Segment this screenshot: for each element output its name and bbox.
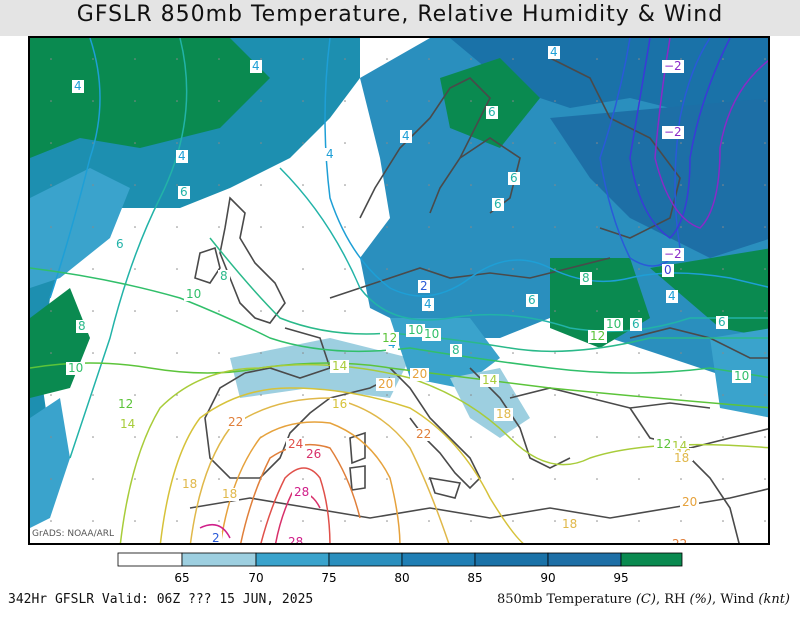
contour-label: 8 [580, 271, 592, 285]
contour-label: −2 [662, 247, 684, 261]
contour-label: 2 [418, 279, 430, 293]
contour-label: 4 [666, 289, 678, 303]
contour-label: 6 [114, 237, 126, 251]
temperature-contours [30, 38, 768, 543]
contour-label: 12 [588, 329, 608, 343]
contour-label: 10 [406, 323, 426, 337]
map-title: GFSLR 850mb Temperature, Relative Humidi… [76, 2, 724, 27]
colorbar-swatch [181, 552, 257, 567]
contour-label: 24 [286, 437, 306, 451]
contour-label: 8 [76, 319, 88, 333]
contour-label: 6 [630, 317, 642, 331]
colorbar-swatch [547, 552, 622, 567]
map-canvas [30, 38, 768, 543]
contour-label: 8 [450, 343, 462, 357]
rh-colorbar: 65 70 75 80 85 90 95 [117, 552, 683, 585]
contour-label: 10 [422, 327, 442, 341]
contour-label: −2 [662, 125, 684, 139]
contour-label: −2 [662, 59, 684, 73]
contour-label: 28 [286, 536, 306, 543]
weather-map: 4444444446666666688881010101010101212121… [28, 36, 770, 545]
contour-label: 14 [118, 417, 138, 431]
contour-label: 4 [422, 297, 434, 311]
contour-label: 4 [72, 79, 84, 93]
contour-label: 12 [654, 437, 674, 451]
colorbar-swatch [401, 552, 476, 567]
valid-time: 342Hr GFSLR Valid: 06Z ??? 15 JUN, 2025 [8, 592, 314, 607]
contour-label: 18 [560, 517, 580, 531]
colorbar-tick-label: 75 [321, 571, 336, 585]
contour-label: 22 [414, 427, 434, 441]
contour-label: 0 [662, 263, 674, 277]
colorbar-swatch [328, 552, 403, 567]
contour-label: 6 [486, 105, 498, 119]
contour-label: 20 [680, 495, 700, 509]
contour-label: 22 [226, 415, 246, 429]
contour-label: 20 [376, 377, 396, 391]
colorbar-swatch [117, 552, 183, 567]
contour-label: 28 [292, 485, 312, 499]
contour-label: 10 [66, 361, 86, 375]
caption-wind-unit: (knt) [758, 592, 790, 607]
contour-label: 10 [732, 369, 752, 383]
caption-temp-unit: (C) [635, 592, 656, 607]
caption-wind: , Wind [711, 592, 759, 607]
contour-label: 18 [180, 477, 200, 491]
contour-label: 26 [304, 447, 324, 461]
contour-label: 10 [604, 317, 624, 331]
colorbar-tick-label: 65 [174, 571, 189, 585]
contour-label: 4 [324, 147, 336, 161]
data-credit: GrADS: NOAA/ARL [32, 529, 115, 539]
contour-label: 10 [184, 287, 204, 301]
colorbar-tick-label: 80 [394, 571, 409, 585]
contour-label: 16 [330, 397, 350, 411]
legend-caption: 850mb Temperature (C), RH (%), Wind (knt… [497, 592, 790, 607]
contour-label: 20 [410, 367, 430, 381]
contour-label: 6 [508, 171, 520, 185]
contour-label: 8 [218, 269, 230, 283]
contour-label: 6 [526, 293, 538, 307]
contour-label: 2 [210, 531, 222, 545]
colorbar-tick-label: 70 [248, 571, 263, 585]
contour-label: 18 [220, 487, 240, 501]
contour-label: 14 [330, 359, 350, 373]
contour-label: 6 [492, 197, 504, 211]
contour-label: 12 [380, 331, 400, 345]
title-bar [0, 0, 800, 36]
colorbar-tick-label: 85 [467, 571, 482, 585]
colorbar-swatch [255, 552, 330, 567]
contour-label: 4 [400, 129, 412, 143]
caption-rh-unit: (%) [689, 592, 712, 607]
caption-temp: 850mb Temperature [496, 592, 636, 607]
contour-label: 14 [480, 373, 500, 387]
colorbar-tick-label: 95 [613, 571, 628, 585]
contour-label: 4 [176, 149, 188, 163]
contour-label: 18 [672, 451, 692, 465]
contour-label: 18 [494, 407, 514, 421]
contour-label: 4 [548, 45, 560, 59]
colorbar-swatch [620, 552, 683, 567]
contour-label: 12 [116, 397, 136, 411]
contour-label: 4 [250, 59, 262, 73]
contour-label: 22 [670, 538, 690, 543]
colorbar-swatch [474, 552, 549, 567]
caption-rh: , RH [655, 592, 690, 607]
contour-label: 6 [716, 315, 728, 329]
colorbar-tick-label: 90 [540, 571, 555, 585]
contour-label: 6 [178, 185, 190, 199]
